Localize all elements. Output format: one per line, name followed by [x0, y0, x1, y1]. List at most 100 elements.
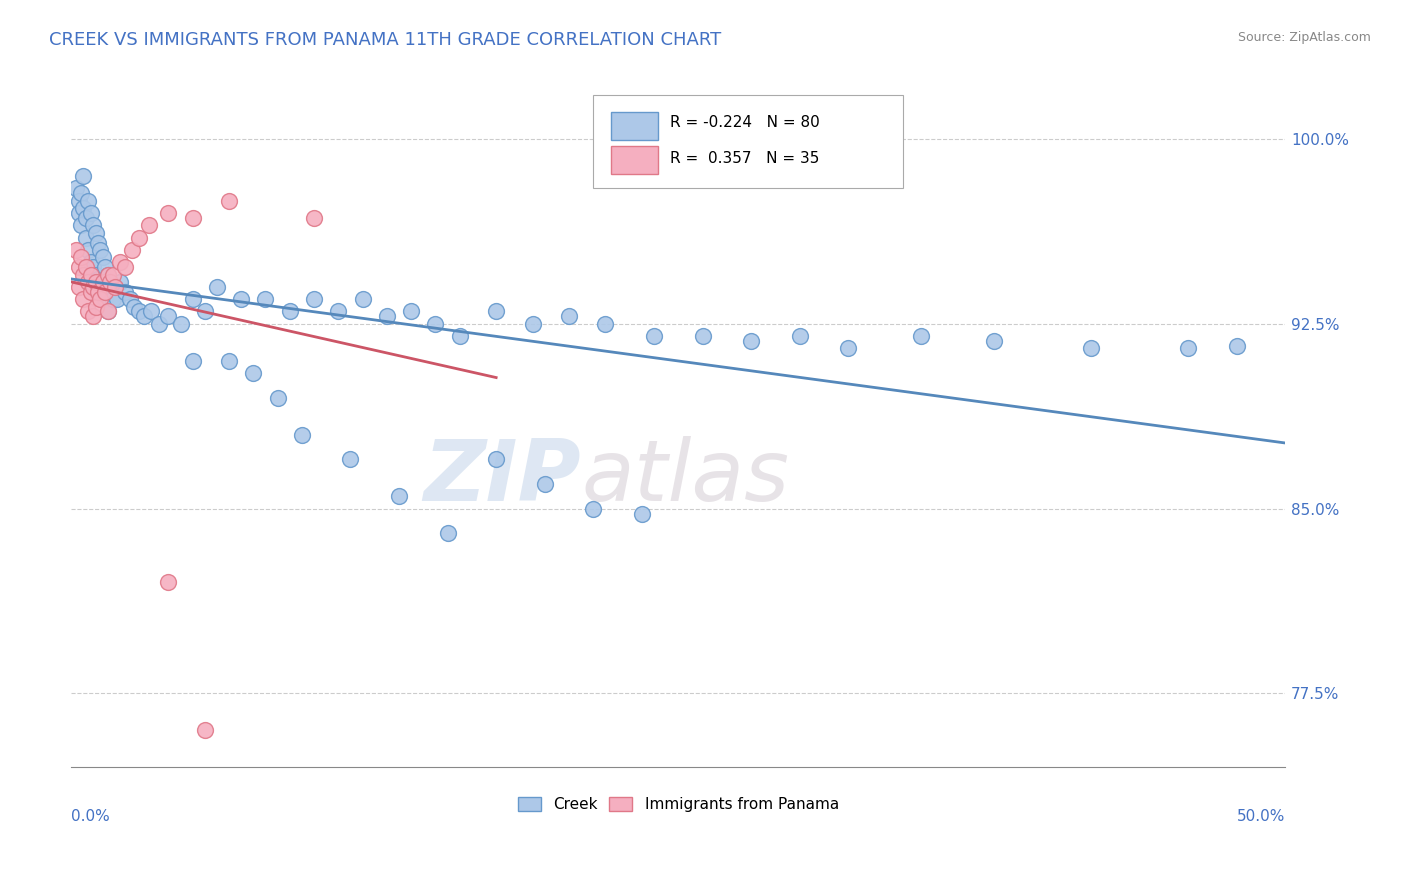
Point — [94, 292, 117, 306]
Point — [436, 526, 458, 541]
Point — [266, 391, 288, 405]
Point — [352, 292, 374, 306]
Point — [302, 292, 325, 306]
Point — [79, 285, 101, 299]
Point — [94, 285, 117, 299]
Point — [692, 329, 714, 343]
Point — [302, 211, 325, 225]
Point — [425, 317, 447, 331]
Point — [97, 268, 120, 282]
Point — [77, 304, 100, 318]
Point — [67, 280, 90, 294]
Point — [157, 575, 180, 590]
Point — [77, 275, 100, 289]
Point — [94, 260, 117, 274]
Point — [1226, 339, 1249, 353]
Point — [91, 275, 114, 289]
Point — [67, 206, 90, 220]
Point — [97, 304, 120, 318]
Point — [522, 317, 544, 331]
Point — [121, 243, 143, 257]
Legend: Creek, Immigrants from Panama: Creek, Immigrants from Panama — [512, 790, 845, 818]
Point — [181, 353, 204, 368]
Point — [118, 292, 141, 306]
Point — [77, 194, 100, 208]
Point — [75, 211, 97, 225]
Point — [97, 268, 120, 282]
Point — [983, 334, 1005, 348]
Point — [194, 304, 217, 318]
Text: 50.0%: 50.0% — [1237, 809, 1285, 823]
Point — [291, 427, 314, 442]
Point — [181, 211, 204, 225]
Point — [79, 206, 101, 220]
Point — [181, 292, 204, 306]
Point — [89, 280, 111, 294]
Text: Source: ZipAtlas.com: Source: ZipAtlas.com — [1237, 31, 1371, 45]
Text: 0.0%: 0.0% — [72, 809, 110, 823]
Point — [105, 292, 128, 306]
Point — [558, 310, 581, 324]
Point — [132, 310, 155, 324]
Point — [643, 329, 665, 343]
Point — [70, 219, 93, 233]
Point — [582, 501, 605, 516]
Point — [67, 260, 90, 274]
Point — [84, 226, 107, 240]
Point — [194, 723, 217, 738]
Point — [98, 275, 121, 289]
Y-axis label: 11th Grade: 11th Grade — [0, 379, 7, 466]
Point — [128, 304, 150, 318]
Point — [740, 334, 762, 348]
Point — [72, 169, 94, 183]
Point — [67, 194, 90, 208]
Point — [278, 304, 301, 318]
Point — [84, 275, 107, 289]
Point — [837, 342, 859, 356]
Point — [65, 181, 87, 195]
Point — [89, 243, 111, 257]
Point — [169, 317, 191, 331]
Point — [485, 304, 508, 318]
Point — [141, 304, 163, 318]
Point — [79, 255, 101, 269]
Point — [97, 304, 120, 318]
Point — [157, 206, 180, 220]
Point — [242, 366, 264, 380]
Point — [75, 260, 97, 274]
Point — [205, 280, 228, 294]
Point — [89, 292, 111, 306]
Bar — [612, 112, 658, 139]
Point — [399, 304, 422, 318]
Point — [789, 329, 811, 343]
Text: CREEK VS IMMIGRANTS FROM PANAMA 11TH GRADE CORRELATION CHART: CREEK VS IMMIGRANTS FROM PANAMA 11TH GRA… — [49, 31, 721, 49]
Point — [114, 285, 136, 299]
Point — [339, 452, 361, 467]
Point — [101, 292, 124, 306]
Point — [72, 292, 94, 306]
Point — [77, 243, 100, 257]
Text: ZIP: ZIP — [423, 436, 581, 519]
Point — [82, 310, 104, 324]
Point — [82, 219, 104, 233]
Point — [82, 280, 104, 294]
Point — [82, 260, 104, 274]
Point — [91, 250, 114, 264]
Text: atlas: atlas — [581, 436, 789, 519]
Text: R = -0.224   N = 80: R = -0.224 N = 80 — [669, 115, 820, 129]
Point — [388, 489, 411, 503]
Point — [910, 329, 932, 343]
Point — [101, 268, 124, 282]
FancyBboxPatch shape — [593, 95, 903, 188]
Point — [1080, 342, 1102, 356]
Point — [148, 317, 170, 331]
Point — [84, 300, 107, 314]
Point — [91, 285, 114, 299]
Point — [630, 507, 652, 521]
Point — [254, 292, 277, 306]
Point — [138, 219, 160, 233]
Bar — [612, 146, 658, 174]
Point — [70, 250, 93, 264]
Point — [70, 186, 93, 201]
Point — [328, 304, 350, 318]
